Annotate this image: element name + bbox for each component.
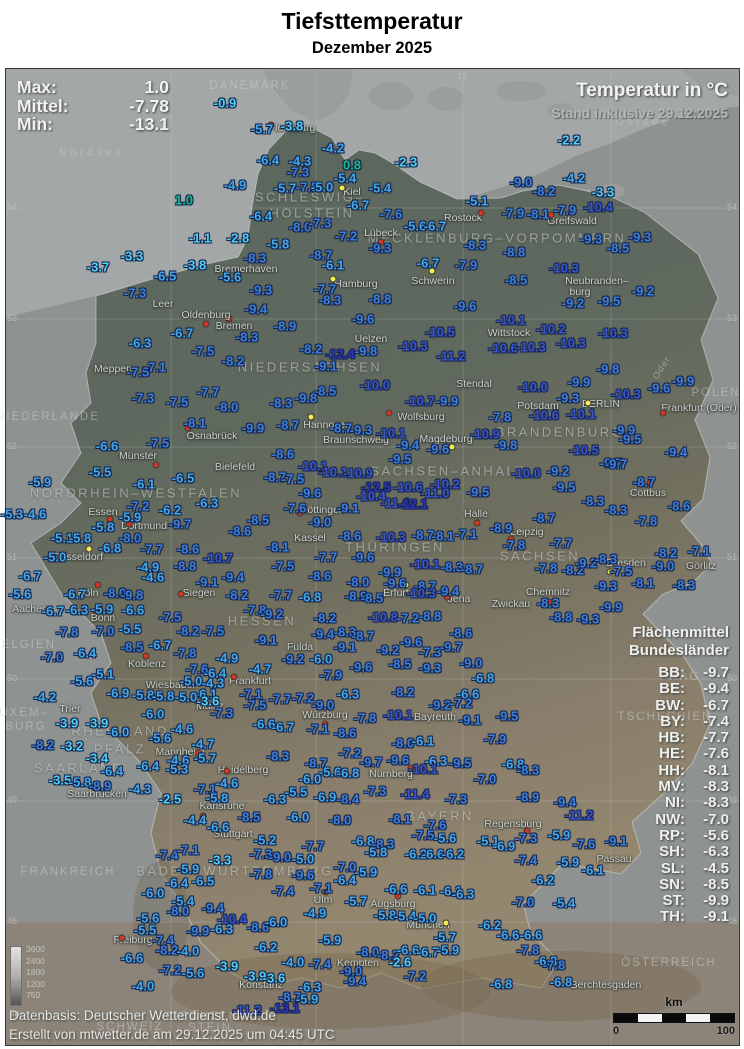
- legend-subtitle: Stand inklusive 29.12.2025: [551, 105, 728, 121]
- state-average-row: SH: -6.3: [629, 843, 729, 861]
- state-average-row: NI: -8.3: [629, 794, 729, 812]
- state-average-row: HE: -7.6: [629, 745, 729, 763]
- elevation-unit: m: [12, 1008, 20, 1018]
- state-abbr: BY:: [660, 712, 685, 730]
- state-abbr: SL:: [660, 859, 685, 877]
- state-average-value: -7.0: [703, 810, 729, 828]
- state-abbr: SN:: [659, 875, 685, 893]
- state-average-value: -7.4: [703, 712, 729, 730]
- km-scale-bar: [613, 1013, 735, 1023]
- stats-block: Max: 1.0 Mittel: -7.78 Min: -13.1: [17, 78, 169, 134]
- elevation-gradient-bar: [10, 946, 22, 1006]
- km-scale-label: km: [665, 995, 683, 1009]
- state-average-value: -8.5: [703, 875, 729, 893]
- state-average-row: BW: -6.7: [629, 696, 729, 714]
- stat-label: Max:: [17, 77, 57, 97]
- panel-title-line1: Flächenmittel: [632, 624, 729, 641]
- state-average-value: -8.1: [703, 761, 729, 779]
- panel-rows: BB: -9.7 BE: -9.4 BW: -6.7 BY: -7.4 HB: -7.7 HE: -7…: [629, 664, 730, 926]
- state-average-value: -6.7: [703, 696, 729, 714]
- legend-block: Temperatur in °C Stand inklusive 29.12.2…: [551, 80, 728, 121]
- state-average-row: MV: -8.3: [629, 778, 729, 796]
- stat-row: Max: 1.0: [17, 78, 169, 97]
- state-average-row: TH: -9.1: [629, 908, 729, 926]
- stat-value: -7.78: [129, 95, 169, 116]
- state-abbr: ST:: [662, 892, 686, 910]
- weather-map: [5, 68, 740, 1046]
- km-bar-segment: [686, 1014, 710, 1022]
- state-average-row: BB: -9.7: [629, 664, 729, 681]
- stat-label: Min:: [17, 114, 53, 134]
- state-average-value: -9.1: [703, 908, 729, 926]
- state-average-row: HH: -8.1: [629, 761, 729, 779]
- state-abbr: BB:: [658, 664, 685, 681]
- state-abbr: SH:: [659, 843, 685, 861]
- elevation-tick: 3600: [26, 944, 45, 954]
- state-average-value: -4.5: [703, 859, 729, 877]
- state-average-value: -8.3: [703, 794, 729, 812]
- state-abbr: NI:: [665, 794, 685, 812]
- state-abbr: MV:: [658, 778, 685, 796]
- page-subtitle: Dezember 2025: [311, 39, 433, 57]
- footer-line2: Erstellt von mtwetter.de am 29.12.2025 u…: [9, 1026, 335, 1042]
- state-abbr: HH:: [658, 761, 685, 779]
- stat-label: Mittel:: [17, 95, 69, 116]
- state-abbr: TH:: [660, 908, 685, 926]
- panel-title-line2: Bundesländer: [628, 642, 729, 659]
- state-abbr: HB:: [658, 729, 685, 747]
- state-abbr: RP:: [659, 826, 685, 844]
- state-average-value: -8.3: [703, 778, 729, 796]
- state-average-row: ST: -9.9: [629, 892, 730, 910]
- km-scale: km 0 100: [613, 995, 735, 1037]
- elevation-ticks: 3600 2400 1800 1200 750: [26, 944, 45, 1002]
- state-average-row: SL: -4.5: [629, 859, 729, 877]
- state-average-row: BY: -7.4: [629, 712, 729, 730]
- elevation-tick: 1800: [26, 967, 45, 978]
- footer-line1: Datenbasis: Deutscher Wetterdienst, dwd.…: [9, 1008, 276, 1023]
- state-abbr: BW:: [655, 696, 685, 714]
- elevation-tick: 750: [26, 990, 41, 1001]
- stat-value: 1.0: [144, 77, 169, 97]
- state-averages-panel: Flächenmittel Bundesländer BB: -9.7 BE: -9.…: [629, 624, 729, 926]
- km-scale-start: 0: [613, 1025, 620, 1037]
- state-abbr: NW:: [655, 810, 685, 828]
- elevation-tick: 1200: [26, 978, 45, 989]
- state-average-row: SN: -8.5: [629, 875, 729, 893]
- km-bar-segment: [638, 1014, 662, 1022]
- stat-row: Min: -13.1: [17, 115, 169, 134]
- state-average-value: -5.6: [703, 826, 729, 844]
- km-bar-segment: [710, 1014, 734, 1022]
- state-average-row: HB: -7.7: [629, 729, 729, 747]
- state-average-value: -9.9: [703, 892, 729, 910]
- legend-title: Temperatur in °C: [576, 80, 728, 101]
- state-average-value: -7.6: [703, 745, 729, 763]
- stat-value: -13.1: [129, 114, 169, 134]
- state-abbr: BE:: [659, 680, 685, 698]
- state-average-row: BE: -9.4: [629, 680, 729, 698]
- state-abbr: HE:: [659, 745, 685, 763]
- footer: Datenbasis: Deutscher Wetterdienst, dwd.…: [9, 1007, 335, 1044]
- page-title: Tiefsttemperatur: [281, 8, 463, 34]
- state-average-value: -7.7: [703, 729, 729, 747]
- state-average-value: -6.3: [703, 843, 729, 861]
- state-average-value: -9.4: [703, 680, 729, 698]
- km-scale-end: 100: [716, 1025, 735, 1037]
- state-average-row: NW: -7.0: [629, 810, 729, 828]
- km-bar-segment: [662, 1014, 686, 1022]
- stat-row: Mittel: -7.78: [17, 95, 169, 116]
- state-average-value: -9.7: [703, 664, 729, 681]
- elevation-tick: 2400: [26, 955, 45, 966]
- map-terrain: [6, 69, 739, 1045]
- state-average-row: RP: -5.6: [629, 826, 729, 844]
- km-bar-segment: [614, 1014, 638, 1022]
